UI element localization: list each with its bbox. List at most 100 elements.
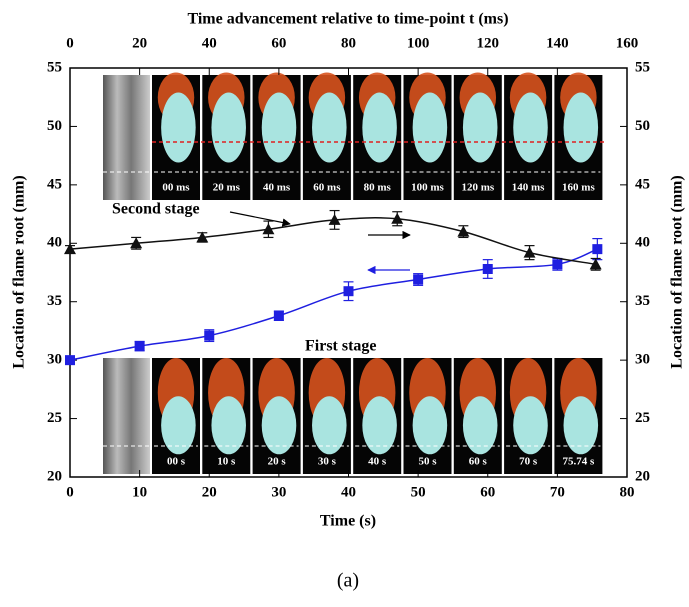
inset-label: 40 ms (263, 182, 291, 194)
series-label: Second stage (112, 201, 200, 218)
inset-label: 60 ms (313, 182, 341, 194)
flame-core (362, 92, 397, 163)
x2-tick-label: 100 (407, 35, 430, 51)
y2-tick-label: 35 (635, 293, 650, 309)
y-tick-label: 40 (47, 235, 62, 251)
flame-core (563, 92, 599, 163)
y2-tick-label: 40 (635, 235, 650, 251)
inset-label: 140 ms (512, 182, 545, 194)
flame-core (412, 396, 448, 455)
x-tick-label: 0 (66, 484, 74, 500)
inset-label: 80 ms (364, 182, 392, 194)
x-axis-title: Time (s) (320, 513, 376, 530)
flame-core (161, 92, 196, 163)
y2-tick-label: 25 (635, 410, 650, 426)
flame-core (462, 92, 498, 163)
data-point (64, 243, 76, 255)
flame-core (211, 92, 246, 163)
inset-gray (103, 75, 150, 200)
x2-tick-label: 20 (132, 35, 147, 51)
inset-gray (103, 358, 150, 474)
y-axis-title: Location of flame root (mm) (11, 175, 28, 368)
inset-label: 00 ms (162, 182, 190, 194)
y-tick-label: 20 (47, 468, 62, 484)
flame-core (513, 396, 548, 455)
y2-tick-label: 50 (635, 118, 650, 134)
inset-label: 50 s (418, 456, 437, 468)
x-tick-label: 20 (202, 484, 217, 500)
data-point (482, 263, 493, 274)
x2-tick-label: 160 (616, 35, 639, 51)
inset-label: 70 s (519, 456, 538, 468)
x-tick-label: 40 (341, 484, 356, 500)
inset-label: 160 ms (562, 182, 595, 194)
flame-core (261, 396, 297, 455)
inset-label: 20 ms (213, 182, 241, 194)
x2-tick-label: 80 (341, 35, 356, 51)
x2-tick-label: 120 (477, 35, 500, 51)
data-point (204, 330, 215, 341)
data-point (273, 310, 284, 321)
inset-label: 40 s (368, 456, 387, 468)
data-point (413, 274, 424, 285)
inset-label: 00 s (167, 456, 186, 468)
x-tick-label: 10 (132, 484, 147, 500)
y-tick-label: 45 (47, 176, 62, 192)
data-point (130, 237, 143, 249)
flame-core (563, 396, 599, 455)
y-tick-label: 55 (47, 59, 62, 75)
flame-core (312, 396, 347, 455)
x2-tick-label: 60 (271, 35, 286, 51)
data-point (457, 225, 470, 237)
inset-photos: 00 ms 20 ms 40 ms 60 ms 80 ms 100 ms 120 ms 140… (103, 72, 605, 474)
flame-core (362, 396, 397, 455)
data-point (262, 223, 275, 235)
inset-label: 60 s (469, 456, 488, 468)
y-tick-label: 50 (47, 118, 62, 134)
y-tick-label: 25 (47, 410, 62, 426)
data-point (592, 244, 603, 255)
y-tick-label: 35 (47, 293, 62, 309)
annotation-arrow (229, 211, 291, 227)
data-point (589, 258, 602, 270)
flame-core (412, 92, 448, 163)
flame-core (462, 396, 498, 455)
y2-tick-label: 20 (635, 468, 650, 484)
data-point (391, 212, 404, 224)
x-tick-label: 50 (411, 484, 426, 500)
flame-core (312, 92, 347, 163)
data-point (196, 231, 209, 243)
top-axis-title: Time advancement relative to time-point … (187, 11, 508, 28)
y2-axis-title: Location of flame root (mm) (669, 175, 686, 368)
data-point (343, 286, 354, 297)
y2-tick-label: 45 (635, 176, 650, 192)
caption: (a) (337, 570, 359, 592)
data-point (552, 259, 563, 270)
inset-label: 75.74 s (563, 456, 596, 468)
flame-core (211, 396, 246, 455)
inset-label: 120 ms (461, 182, 494, 194)
flame-core (261, 92, 297, 163)
x-tick-label: 80 (620, 484, 635, 500)
inset-label: 20 s (268, 456, 287, 468)
data-point (134, 341, 145, 352)
x-tick-label: 60 (480, 484, 495, 500)
flame-core (161, 396, 196, 455)
x-tick-label: 70 (550, 484, 565, 500)
y2-tick-label: 55 (635, 59, 650, 75)
y2-tick-label: 30 (635, 352, 650, 368)
series-label: First stage (305, 338, 377, 355)
y-tick-label: 30 (47, 352, 62, 368)
x2-tick-label: 40 (202, 35, 217, 51)
inset-label: 10 s (217, 456, 236, 468)
x-tick-label: 30 (271, 484, 286, 500)
data-point (65, 355, 75, 366)
data-point (523, 246, 536, 258)
inset-label: 30 s (318, 456, 337, 468)
data-point (328, 213, 341, 225)
x2-tick-label: 0 (66, 35, 74, 51)
flame-core (513, 92, 548, 163)
x2-tick-label: 140 (546, 35, 569, 51)
inset-label: 100 ms (411, 182, 444, 194)
